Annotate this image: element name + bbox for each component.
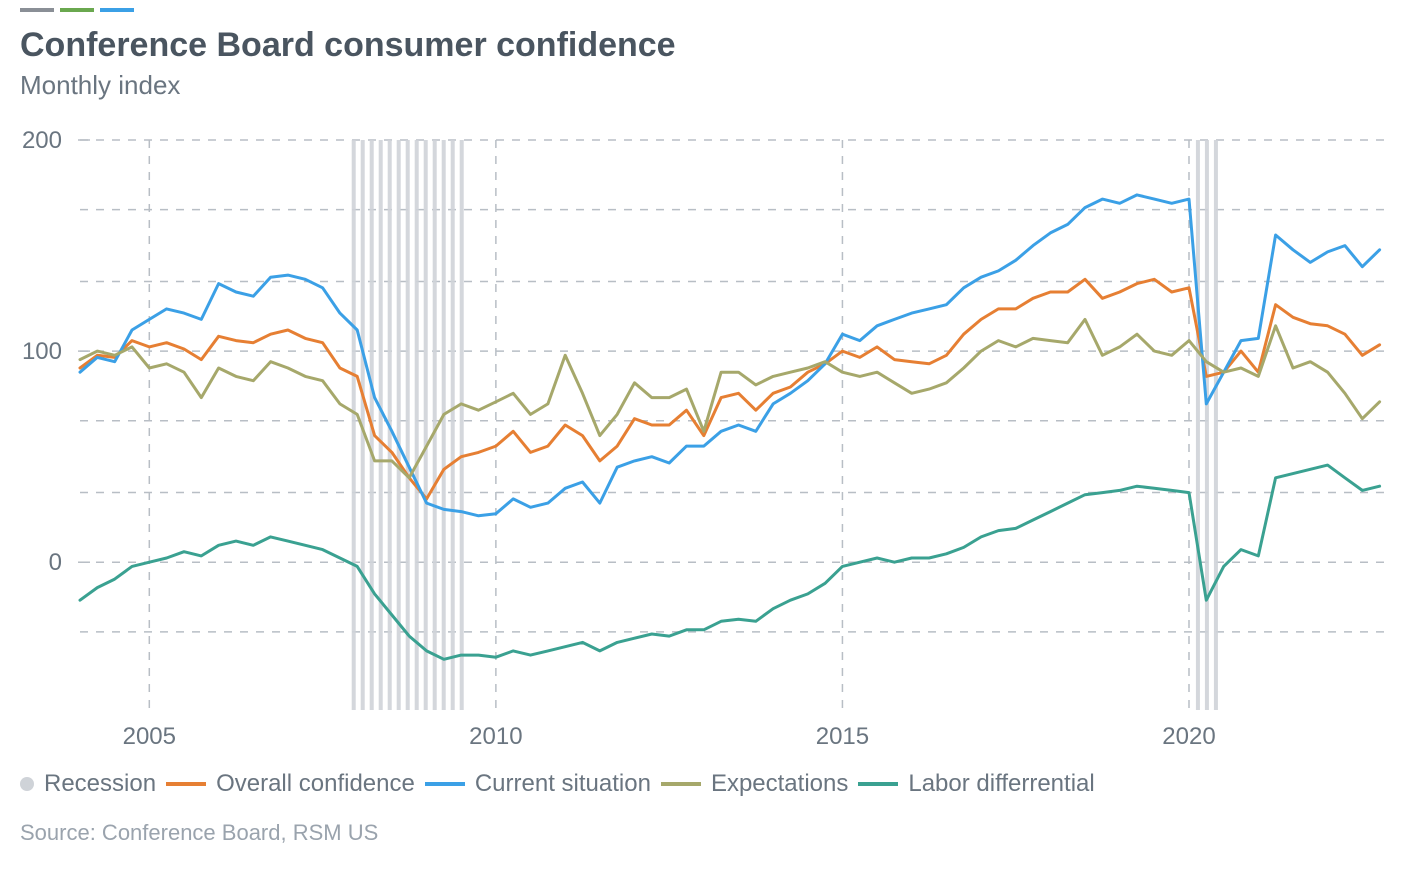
y-tick-label: 200 — [22, 127, 62, 154]
legend-marker — [20, 777, 34, 791]
x-tick-label: 2005 — [123, 723, 176, 750]
series-overall_confidence — [80, 279, 1380, 499]
series-current_situation — [80, 195, 1380, 516]
recession-stripe — [442, 140, 446, 710]
legend-label: Expectations — [711, 770, 848, 798]
recession-stripe — [406, 140, 410, 710]
x-tick-label: 2020 — [1162, 723, 1215, 750]
source-line: Source: Conference Board, RSM US — [20, 820, 378, 846]
recession-stripe — [433, 140, 437, 710]
y-tick-label: 0 — [49, 549, 62, 576]
legend-label: Labor differrential — [908, 770, 1094, 798]
legend-label: Recession — [44, 770, 156, 798]
legend: Recession Overall confidence Current situa… — [20, 770, 1095, 798]
recession-stripe — [379, 140, 383, 710]
recession-stripe — [424, 140, 428, 710]
x-tick-label: 2010 — [469, 723, 522, 750]
recession-stripe — [451, 140, 455, 710]
recession-stripe — [352, 140, 356, 710]
legend-label: Overall confidence — [216, 770, 415, 798]
recession-stripe — [1205, 140, 1209, 710]
series-expectations — [80, 319, 1380, 477]
legend-marker — [858, 782, 898, 786]
y-tick-label: 100 — [22, 338, 62, 365]
legend-marker — [661, 782, 701, 786]
x-tick-label: 2015 — [816, 723, 869, 750]
recession-stripe — [1214, 140, 1218, 710]
recession-stripe — [1196, 140, 1200, 710]
chart-svg: 0 100 200 2005 2010 2015 2020 — [0, 0, 1423, 869]
legend-marker — [166, 782, 206, 786]
legend-label: Current situation — [475, 770, 651, 798]
recession-stripe — [460, 140, 464, 710]
recession-stripe — [415, 140, 419, 710]
chart-container: Conference Board consumer confidence Mon… — [0, 0, 1423, 869]
legend-marker — [425, 782, 465, 786]
